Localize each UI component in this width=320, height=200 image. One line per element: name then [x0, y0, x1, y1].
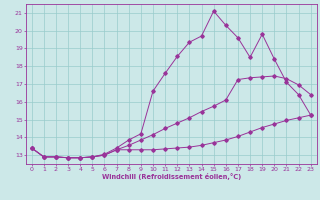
X-axis label: Windchill (Refroidissement éolien,°C): Windchill (Refroidissement éolien,°C)	[101, 173, 241, 180]
